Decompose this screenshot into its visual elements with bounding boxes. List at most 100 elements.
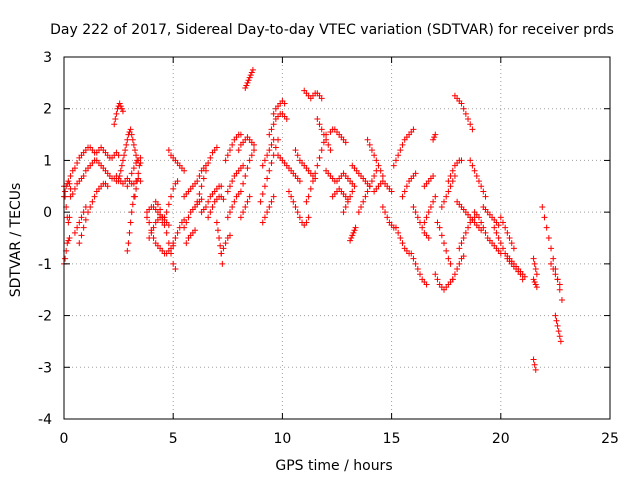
data-point bbox=[462, 110, 469, 117]
data-point bbox=[66, 214, 73, 221]
data-point bbox=[545, 235, 552, 241]
data-point bbox=[268, 160, 275, 167]
x-tick-label: 0 bbox=[60, 431, 69, 447]
data-point bbox=[130, 165, 137, 172]
data-point bbox=[192, 203, 199, 210]
data-point bbox=[205, 214, 212, 221]
data-point bbox=[244, 165, 251, 172]
data-point bbox=[360, 198, 367, 205]
data-point bbox=[137, 154, 144, 161]
data-point bbox=[163, 209, 170, 216]
data-point bbox=[467, 121, 474, 128]
data-point bbox=[397, 147, 404, 154]
data-point bbox=[242, 172, 249, 179]
data-point bbox=[270, 110, 277, 117]
data-point bbox=[379, 172, 386, 179]
y-tick-label: 0 bbox=[43, 205, 52, 221]
data-point bbox=[65, 178, 72, 185]
data-point bbox=[264, 152, 271, 159]
data-point bbox=[351, 227, 358, 234]
data-point bbox=[168, 193, 175, 200]
data-point bbox=[495, 222, 502, 229]
data-point bbox=[475, 214, 482, 221]
data-point bbox=[268, 141, 275, 148]
data-point bbox=[416, 271, 423, 278]
data-point bbox=[128, 170, 135, 177]
data-point bbox=[229, 178, 236, 185]
data-point bbox=[425, 235, 432, 241]
data-point bbox=[224, 152, 231, 159]
data-point bbox=[183, 240, 190, 247]
x-tick-label: 20 bbox=[492, 431, 510, 447]
data-point bbox=[495, 235, 502, 241]
data-point bbox=[419, 224, 426, 231]
data-point bbox=[504, 229, 511, 236]
data-point bbox=[235, 147, 242, 154]
data-point bbox=[80, 172, 87, 179]
data-point bbox=[469, 162, 476, 169]
data-point bbox=[482, 193, 489, 200]
data-point bbox=[246, 193, 253, 200]
data-point bbox=[136, 162, 143, 169]
data-point bbox=[207, 209, 214, 216]
data-point bbox=[427, 203, 434, 210]
data-point bbox=[430, 172, 437, 179]
data-point bbox=[91, 193, 98, 200]
data-point bbox=[499, 219, 506, 226]
data-point bbox=[128, 209, 135, 216]
data-point bbox=[248, 152, 255, 159]
x-tick-label: 25 bbox=[601, 431, 619, 447]
data-point bbox=[352, 224, 359, 231]
data-point bbox=[248, 69, 255, 76]
data-point bbox=[112, 116, 119, 123]
data-point bbox=[390, 162, 397, 169]
data-point bbox=[371, 152, 378, 159]
data-point bbox=[165, 147, 172, 154]
data-point bbox=[226, 209, 233, 216]
data-point bbox=[240, 162, 247, 169]
data-point bbox=[318, 147, 325, 154]
data-point bbox=[473, 172, 480, 179]
data-point bbox=[467, 157, 474, 164]
data-point bbox=[309, 178, 316, 185]
data-point bbox=[288, 193, 295, 200]
data-point bbox=[183, 219, 190, 226]
data-point bbox=[129, 136, 136, 143]
data-point bbox=[65, 219, 72, 226]
data-point bbox=[530, 255, 537, 262]
data-point bbox=[303, 198, 310, 205]
data-point bbox=[318, 126, 325, 133]
data-point bbox=[194, 198, 201, 205]
data-point bbox=[170, 260, 177, 267]
data-point bbox=[303, 219, 310, 226]
data-point bbox=[220, 196, 227, 203]
data-point bbox=[213, 144, 220, 151]
data-point bbox=[161, 214, 168, 221]
data-point bbox=[131, 147, 138, 154]
data-point bbox=[224, 188, 231, 195]
data-point bbox=[213, 219, 220, 226]
data-point bbox=[441, 198, 448, 205]
data-point bbox=[242, 85, 249, 92]
data-point bbox=[431, 134, 438, 141]
data-point bbox=[196, 172, 203, 179]
data-point bbox=[111, 121, 118, 128]
data-point bbox=[127, 219, 134, 226]
data-point bbox=[259, 162, 266, 169]
data-point bbox=[89, 198, 96, 205]
data-point bbox=[438, 203, 445, 210]
data-point bbox=[388, 188, 395, 195]
data-point bbox=[316, 154, 323, 161]
x-tick-label: 5 bbox=[169, 431, 178, 447]
data-point bbox=[480, 188, 487, 195]
data-point bbox=[172, 235, 179, 241]
data-point bbox=[78, 214, 85, 221]
data-point bbox=[74, 160, 81, 167]
data-point bbox=[447, 260, 454, 267]
data-point bbox=[320, 131, 327, 138]
data-point bbox=[497, 240, 504, 247]
data-point bbox=[240, 209, 247, 216]
data-point bbox=[222, 157, 229, 164]
data-point bbox=[272, 144, 279, 151]
data-point bbox=[366, 183, 373, 190]
